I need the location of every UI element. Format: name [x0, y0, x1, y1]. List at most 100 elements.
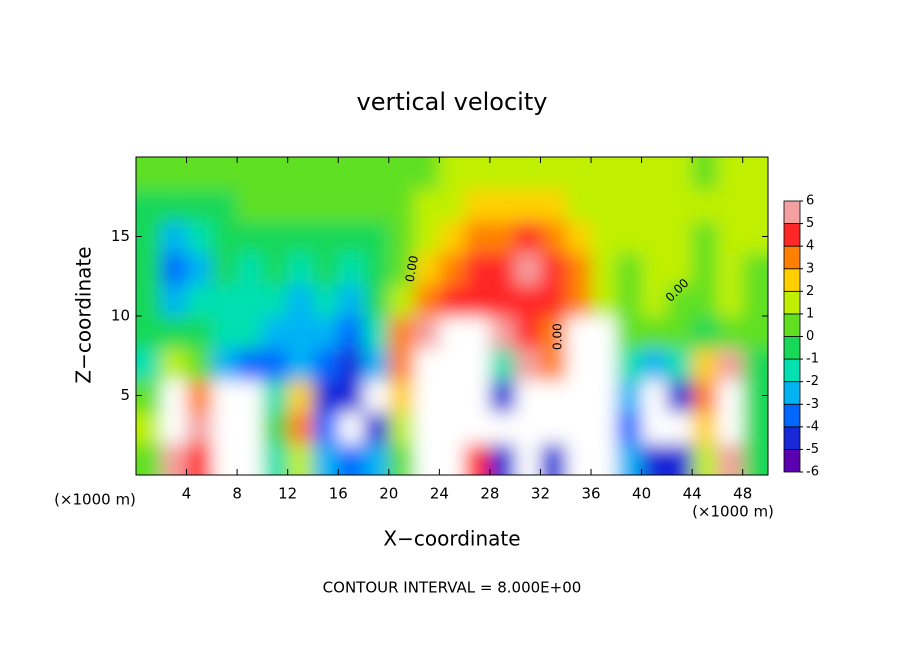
field-cell — [591, 347, 618, 381]
field-cell — [464, 252, 491, 286]
field-cell — [464, 188, 491, 222]
field-cell — [237, 379, 264, 413]
field-cell — [312, 347, 340, 381]
field-cell — [666, 220, 694, 254]
field-cell — [211, 443, 239, 475]
field-cell — [186, 220, 213, 254]
field-cell — [641, 252, 668, 286]
x-tick-label: 48 — [733, 485, 752, 503]
field-cell — [565, 316, 593, 349]
field-cell — [338, 347, 365, 381]
field-cell — [136, 411, 163, 445]
field-cell — [338, 220, 365, 254]
field-cell — [515, 220, 542, 254]
field-cell — [464, 379, 491, 413]
field-cell — [666, 379, 694, 413]
field-cell — [136, 284, 163, 317]
field-cell — [489, 443, 517, 475]
field-cell — [312, 188, 340, 222]
field-cell — [641, 188, 668, 222]
colorbar-band — [783, 336, 801, 360]
field-cell — [161, 443, 188, 475]
field-cell — [591, 252, 618, 286]
field-cell — [616, 252, 643, 286]
field-cell — [641, 220, 668, 254]
field-cell — [186, 188, 213, 222]
field-cell — [414, 284, 441, 317]
field-cell — [312, 411, 340, 445]
field-cell — [489, 347, 517, 381]
x-unit: (×1000 m) — [54, 491, 136, 509]
x-tick-label: 12 — [278, 485, 297, 503]
field-cell — [439, 284, 466, 317]
field-cell — [565, 443, 593, 475]
colorbar-band — [783, 381, 801, 405]
field-cell — [312, 220, 340, 254]
colorbar-tick-label: 2 — [806, 284, 814, 299]
field-cell — [211, 379, 239, 413]
colorbar-band — [783, 290, 801, 315]
field-cell — [237, 188, 264, 222]
field-cell — [414, 379, 441, 413]
colorbar-tick-label: -1 — [806, 352, 819, 367]
field-cell — [237, 284, 264, 317]
field-cell — [641, 284, 668, 317]
field-cell — [388, 252, 416, 286]
field-cell — [717, 188, 744, 222]
field-cell — [717, 411, 744, 445]
colorbar-tick-label: -6 — [806, 465, 819, 480]
field-cell — [186, 316, 213, 349]
field-cell — [742, 188, 768, 222]
field-cell — [161, 379, 188, 413]
field-cell — [338, 379, 365, 413]
field-cell — [161, 220, 188, 254]
field-cell — [439, 157, 466, 190]
field-cell — [464, 220, 491, 254]
field-cell — [591, 157, 618, 190]
field-cell — [666, 411, 694, 445]
field-cell — [515, 347, 542, 381]
field-cell — [363, 379, 390, 413]
field-cell — [692, 252, 719, 286]
colorbar-tick-label: -3 — [806, 397, 819, 412]
field-cell — [186, 379, 213, 413]
field-cell — [262, 443, 289, 475]
field-cell — [692, 220, 719, 254]
field-cell — [464, 411, 491, 445]
field-cell — [515, 157, 542, 190]
field-cell — [414, 316, 441, 349]
field-cell — [565, 157, 593, 190]
colorbar-tick-label: 4 — [806, 239, 814, 254]
field-cell — [591, 316, 618, 349]
field-cell — [641, 347, 668, 381]
field-cell — [591, 284, 618, 317]
field-cell — [237, 220, 264, 254]
field-cell — [742, 347, 768, 381]
field-cell — [515, 252, 542, 286]
field-cell — [262, 157, 289, 190]
field-cell — [742, 443, 768, 475]
field-cell — [388, 347, 416, 381]
field-cell — [161, 316, 188, 349]
field-cell — [439, 347, 466, 381]
field-cell — [565, 188, 593, 222]
field-cell — [262, 284, 289, 317]
field-cell — [439, 188, 466, 222]
field-cell — [616, 316, 643, 349]
field-cell — [641, 379, 668, 413]
field-cell — [262, 252, 289, 286]
field-cell — [565, 379, 593, 413]
field-cell — [287, 284, 314, 317]
field-cell — [312, 443, 340, 475]
field-cell — [666, 157, 694, 190]
field-cell — [186, 411, 213, 445]
field-cell — [717, 316, 744, 349]
field-cell — [161, 188, 188, 222]
field-cell — [312, 379, 340, 413]
field-cell — [742, 157, 768, 190]
y-axis-title: Z−coordinate — [72, 246, 96, 383]
contour-label: 0.00 — [403, 254, 421, 283]
field-cell — [489, 284, 517, 317]
field-cell — [287, 252, 314, 286]
field-cell — [540, 188, 567, 222]
